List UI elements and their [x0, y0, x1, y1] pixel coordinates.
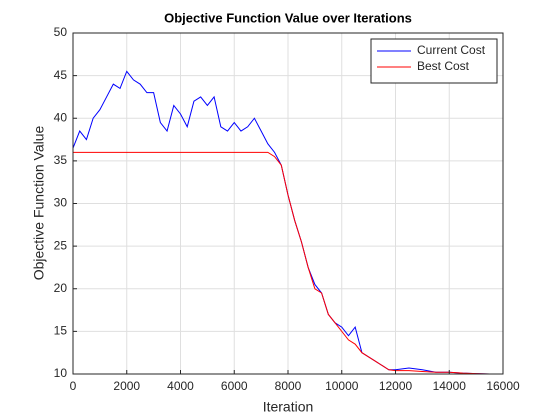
lines — [72, 70, 490, 375]
y-tick-label: 10 — [54, 366, 68, 380]
legend: Current Cost Best Cost — [370, 38, 498, 84]
x-tick-label: 4000 — [167, 379, 194, 393]
series-line — [73, 151, 490, 375]
ticks: 10 15 20 25 30 35 40 45 50 0 2000 4000 6000 8000 10000… — [54, 25, 520, 393]
x-tick-label: 16000 — [486, 379, 520, 393]
y-tick-label: 15 — [54, 324, 68, 338]
y-tick-label: 40 — [54, 110, 68, 124]
x-tick-label: 8000 — [275, 379, 302, 393]
y-axis-label: Objective Function Value — [31, 125, 47, 280]
x-axis-label: Iteration — [263, 399, 314, 415]
x-tick-label: 2000 — [113, 379, 140, 393]
y-tick-label: 20 — [54, 281, 68, 295]
x-tick-label: 10000 — [325, 379, 359, 393]
y-tick-label: 30 — [54, 196, 68, 210]
x-tick-label: 12000 — [379, 379, 413, 393]
x-tick-label: 0 — [70, 379, 77, 393]
x-tick-label: 6000 — [221, 379, 248, 393]
y-tick-label: 25 — [54, 238, 68, 252]
y-tick-label: 50 — [54, 25, 68, 39]
legend-label: Best Cost — [417, 59, 470, 73]
y-tick-label: 35 — [54, 153, 68, 167]
legend-label: Current Cost — [417, 43, 486, 57]
chart-title: Objective Function Value over Iterations — [164, 10, 412, 25]
y-tick-label: 45 — [54, 68, 68, 82]
legend-box — [370, 38, 498, 84]
x-tick-label: 14000 — [433, 379, 467, 393]
